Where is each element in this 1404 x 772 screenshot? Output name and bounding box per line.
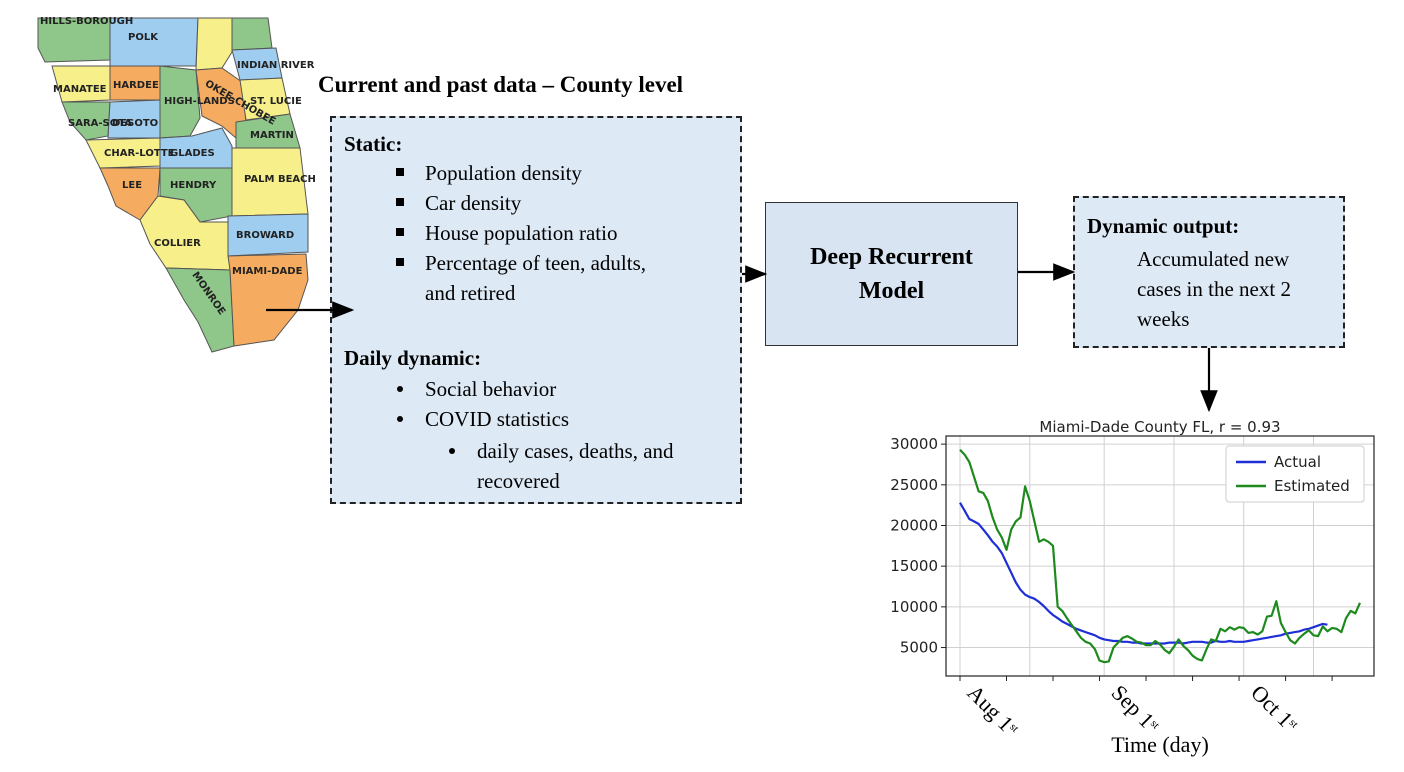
plot-frame [945,435,1375,677]
county-sarasota [61,101,111,141]
county-label: ST. LUCIE [250,96,302,107]
static-item: Population density [332,158,742,188]
main-title: Current and past data – County level [318,72,684,97]
x-tick-label: Sep 1st [1107,680,1165,738]
chart-title: Miami-Dade County FL, r = 0.93 [1039,418,1280,436]
x-tick-label-suffix: st [1007,721,1021,735]
static-item: Percentage of teen, adults, [332,248,742,278]
county-label: LEE [122,180,142,191]
florida-county-map: HILLS-BOROUGH POLK INDIAN RIVER MANATEE … [37,16,316,353]
model-label: Deep Recurrent Model [810,244,973,304]
y-tick-label: 30000 [890,435,938,453]
static-item-continuation: and retired [425,281,516,305]
y-tick-label: 5000 [900,639,938,657]
series-line-estimated [959,449,1362,664]
chart-legend: Actual Estimated [1225,445,1365,503]
county-label: COLLIER [154,238,201,249]
county-brevard [231,17,273,51]
county-label: DESOTO [112,118,158,129]
x-tick-label-suffix: st [1148,718,1162,732]
legend-label-estimated: Estimated [1274,477,1350,495]
dynamic-item: Social behavior [332,374,742,404]
county-label: CHAR-LOTTE [104,148,175,159]
x-tick-label: Oct 1st [1246,680,1303,737]
legend-frame [1225,445,1365,503]
y-tick-label: 15000 [890,557,938,575]
x-axis-label: Time (day) [1111,732,1209,757]
county-label: MANATEE [53,84,107,95]
county-label: SARA-SOTA [68,118,132,129]
legend-label-actual: Actual [1274,453,1321,471]
y-tick-label: 20000 [890,516,938,534]
county-label: BROWARD [236,230,294,241]
county-miami-dade [227,253,309,347]
covid-sublist: daily cases, deaths, and [332,436,742,466]
county-label: HARDEE [113,80,159,91]
county-label: INDIAN RIVER [237,60,315,71]
static-list: Population density Car density House pop… [332,158,742,278]
county-label: POLK [128,32,159,43]
county-label: GLADES [170,148,215,159]
county-label: HILLS-BOROUGH [40,16,133,27]
county-label: HENDRY [170,180,217,191]
static-heading: Static: [344,132,403,156]
county-osceola [195,17,233,71]
dynamic-item: COVID statistics [332,404,742,434]
static-item: House population ratio [332,218,742,248]
y-axis-ticks: 5000 10000 15000 20000 25000 30000 [890,435,946,657]
chart-grid [946,436,1374,676]
county-label: MIAMI-DADE [232,266,303,277]
county-label: MARTIN [250,130,294,141]
output-text: Accumulated new cases in the next 2 week… [1137,247,1291,331]
county-broward [227,213,309,257]
chart-series [959,449,1362,664]
x-tick-label-suffix: st [1287,717,1301,731]
output-heading: Dynamic output: [1087,214,1240,238]
dynamic-list: Social behavior COVID statistics [332,374,742,434]
x-tick-label: Aug 1st [962,680,1023,741]
miami-dade-chart: Miami-Dade County FL, r = 0.93 5000 10000… [890,418,1375,757]
static-item: Car density [332,188,742,218]
deep-recurrent-model-box: Deep Recurrent Model [765,202,1018,346]
y-tick-label: 25000 [890,476,938,494]
dynamic-output-box: Dynamic output: Accumulated new cases in… [1073,196,1345,348]
input-data-box: Static: Population density Car density H… [330,116,742,504]
covid-subitem-continuation: recovered [477,469,560,493]
dynamic-heading: Daily dynamic: [344,346,482,370]
y-tick-label: 10000 [890,598,938,616]
county-label: PALM BEACH [244,174,316,185]
covid-subitem: daily cases, deaths, and [332,436,742,466]
county-hillsborough [37,17,111,63]
county-label: HIGH-LANDS [164,96,235,107]
